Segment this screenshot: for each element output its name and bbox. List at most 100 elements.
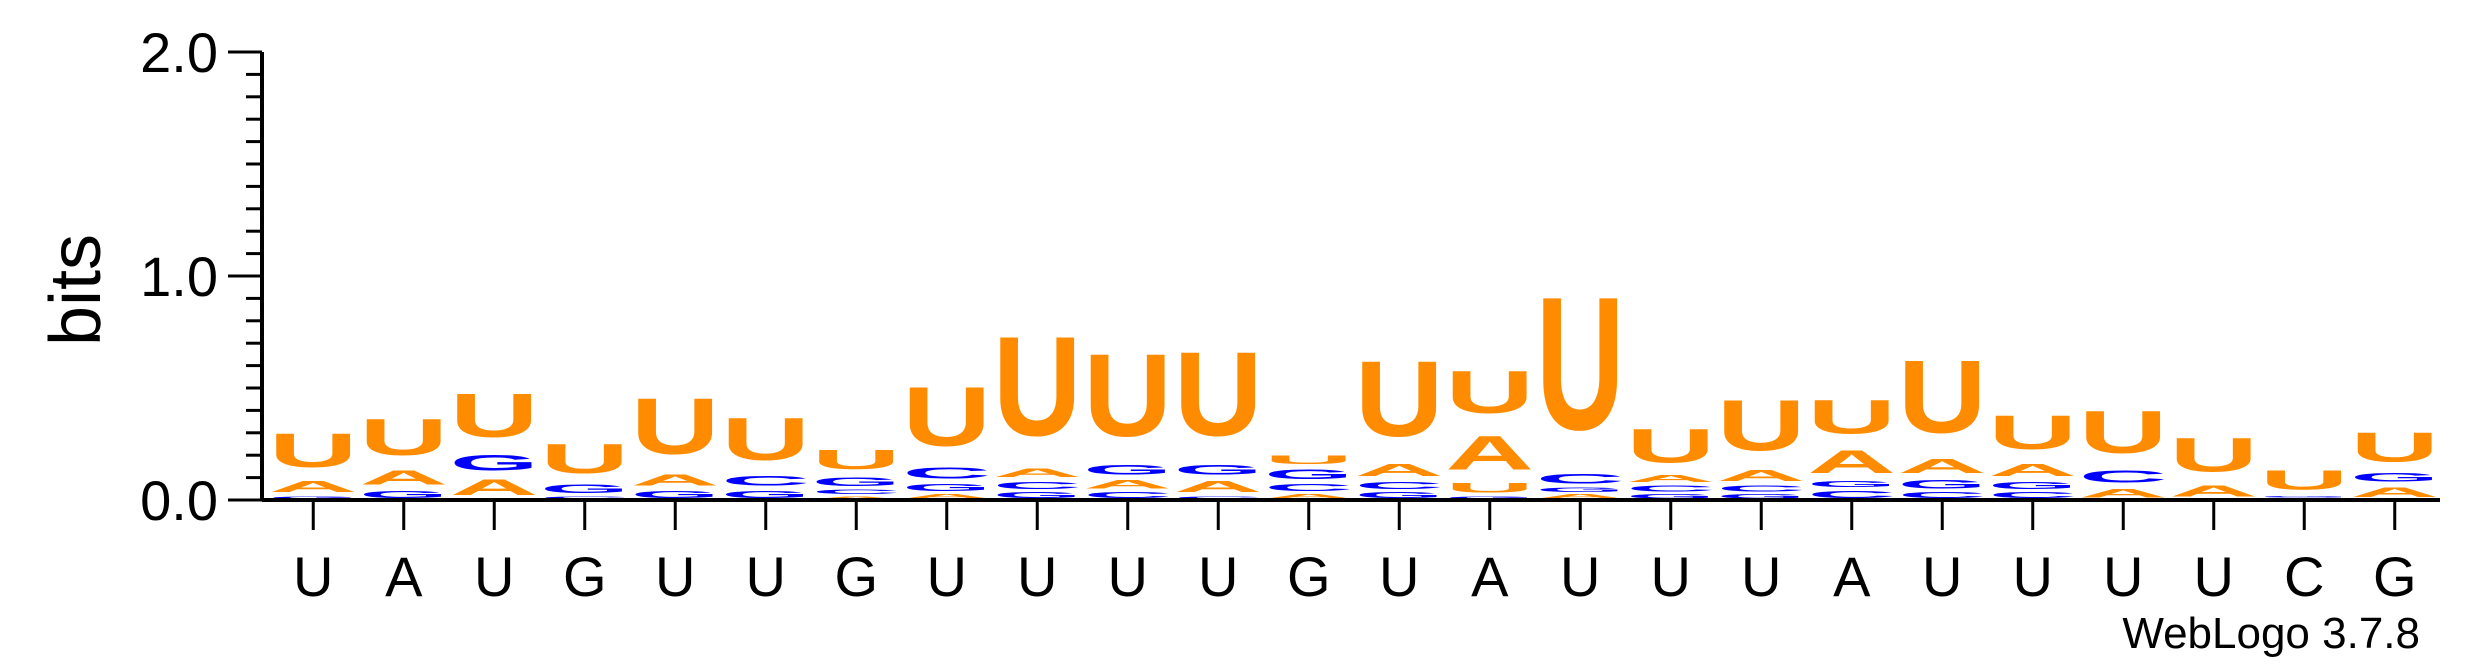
logo-glyph-u: U bbox=[2350, 424, 2439, 471]
y-tick-label: 1.0 bbox=[140, 245, 218, 308]
logo-glyph-c: C bbox=[1174, 496, 1263, 500]
logo-glyph-u: U bbox=[1988, 406, 2077, 460]
logo-glyph-g: G bbox=[1355, 491, 1444, 500]
logo-glyph-c: C bbox=[1355, 480, 1444, 491]
logo-column: GAU bbox=[631, 381, 720, 500]
logo-column: GAU bbox=[269, 424, 358, 500]
logo-glyph-u: U bbox=[1264, 453, 1353, 466]
logo-glyph-a: A bbox=[1355, 460, 1444, 480]
logo-glyph-g: G bbox=[1898, 478, 1987, 491]
logo-glyph-c: C bbox=[2079, 466, 2168, 486]
logo-glyph-u: U bbox=[540, 435, 629, 482]
logo-glyph-g: G bbox=[902, 482, 991, 493]
logo-glyph-a: A bbox=[1264, 493, 1353, 500]
logo-glyph-c: C bbox=[1717, 484, 1806, 493]
y-axis: 0.0 1.0 2.0 bbox=[140, 21, 264, 532]
x-tick-label: U bbox=[1560, 545, 1600, 608]
logo-glyph-c: C bbox=[902, 464, 991, 482]
logo-column: AGU bbox=[2260, 464, 2349, 500]
logo-glyph-c: C bbox=[540, 496, 629, 500]
logo-glyph-c: C bbox=[1083, 491, 1172, 500]
x-tick-label: U bbox=[2013, 545, 2053, 608]
logo-column: AGU bbox=[450, 381, 539, 500]
logo-glyph-u: U bbox=[1717, 386, 1806, 466]
logo-glyph-u: U bbox=[1355, 338, 1444, 459]
logo-glyph-a: A bbox=[993, 466, 1082, 479]
logo-glyph-c: C bbox=[1988, 491, 2077, 500]
logo-glyph-g: G bbox=[631, 489, 720, 500]
logo-glyph-g: G bbox=[1717, 493, 1806, 500]
x-tick-label: U bbox=[655, 545, 695, 608]
logo-column: GAU bbox=[359, 408, 448, 500]
logo-glyph-a: A bbox=[2350, 484, 2439, 500]
logo-glyph-g: G bbox=[1174, 462, 1263, 478]
logo-glyph-g: G bbox=[1807, 480, 1896, 489]
logo-glyph-u: U bbox=[2260, 464, 2349, 495]
y-tick-label: 2.0 bbox=[140, 21, 218, 84]
logo-glyph-c: C bbox=[1264, 482, 1353, 493]
logo-glyph-g: G bbox=[1264, 466, 1353, 482]
logo-glyph-g: G bbox=[450, 451, 539, 475]
logo-glyph-c: C bbox=[812, 489, 901, 496]
logo-glyph-u: U bbox=[450, 381, 539, 450]
x-tick-label: U bbox=[1198, 545, 1238, 608]
logo-glyph-a: A bbox=[1807, 444, 1896, 480]
x-tick-label: U bbox=[2103, 545, 2143, 608]
logo-glyph-c: C bbox=[1626, 484, 1715, 493]
logo-glyph-u: U bbox=[269, 424, 358, 478]
x-tick-label: U bbox=[293, 545, 333, 608]
logo-glyph-u: U bbox=[812, 444, 901, 475]
logo-glyph-g: G bbox=[2350, 471, 2439, 484]
logo-glyph-u: U bbox=[631, 381, 720, 471]
logo-glyph-g: G bbox=[1083, 462, 1172, 478]
logo-glyph-u: U bbox=[993, 308, 1082, 466]
logo-glyph-a: A bbox=[1536, 493, 1625, 500]
logo-glyph-a: A bbox=[812, 496, 901, 500]
logo-glyph-g: G bbox=[540, 482, 629, 495]
logo-glyph-c: C bbox=[1807, 489, 1896, 500]
logo-glyph-c: C bbox=[1536, 471, 1625, 487]
y-axis-label: bits bbox=[36, 234, 116, 346]
logo-glyph-u: U bbox=[1445, 359, 1534, 425]
logo-glyph-u: U bbox=[2169, 428, 2258, 482]
x-tick-label: U bbox=[927, 545, 967, 608]
logo-glyph-u: U bbox=[1807, 390, 1896, 444]
logo-glyph-g: G bbox=[993, 491, 1082, 500]
x-tick-label: U bbox=[1379, 545, 1419, 608]
logo-glyph-g: G bbox=[721, 489, 810, 500]
logo-column: AU bbox=[2169, 428, 2258, 500]
logo-glyph-u: U bbox=[2079, 400, 2168, 466]
logo-glyph-g: G bbox=[269, 496, 358, 500]
logo-glyph-c: C bbox=[1898, 491, 1987, 500]
logo-glyph-c: C bbox=[721, 473, 810, 489]
logo-glyph-g: G bbox=[1626, 493, 1715, 500]
x-tick-label: A bbox=[1471, 545, 1509, 608]
x-tick-label: C bbox=[2284, 545, 2324, 608]
logo-glyph-u: U bbox=[902, 371, 991, 464]
logo-glyph-a: A bbox=[1174, 478, 1263, 496]
logo-glyph-a: A bbox=[631, 471, 720, 489]
x-tick-label: U bbox=[1017, 545, 1057, 608]
logo-column: GCU bbox=[721, 407, 810, 500]
logo-column: CGU bbox=[540, 435, 629, 500]
logo-glyph-g: G bbox=[1445, 496, 1534, 500]
logo-glyph-a: A bbox=[1083, 478, 1172, 491]
logo-glyph-g: G bbox=[1988, 480, 2077, 491]
logo-glyph-a: A bbox=[1717, 466, 1806, 484]
logo-glyph-a: A bbox=[1988, 460, 2077, 480]
x-tick-label: U bbox=[1741, 545, 1781, 608]
x-tick-label: G bbox=[1287, 545, 1331, 608]
logo-glyph-a: A bbox=[2079, 487, 2168, 500]
y-tick-label: 0.0 bbox=[140, 469, 218, 532]
x-tick-label: U bbox=[2194, 545, 2234, 608]
